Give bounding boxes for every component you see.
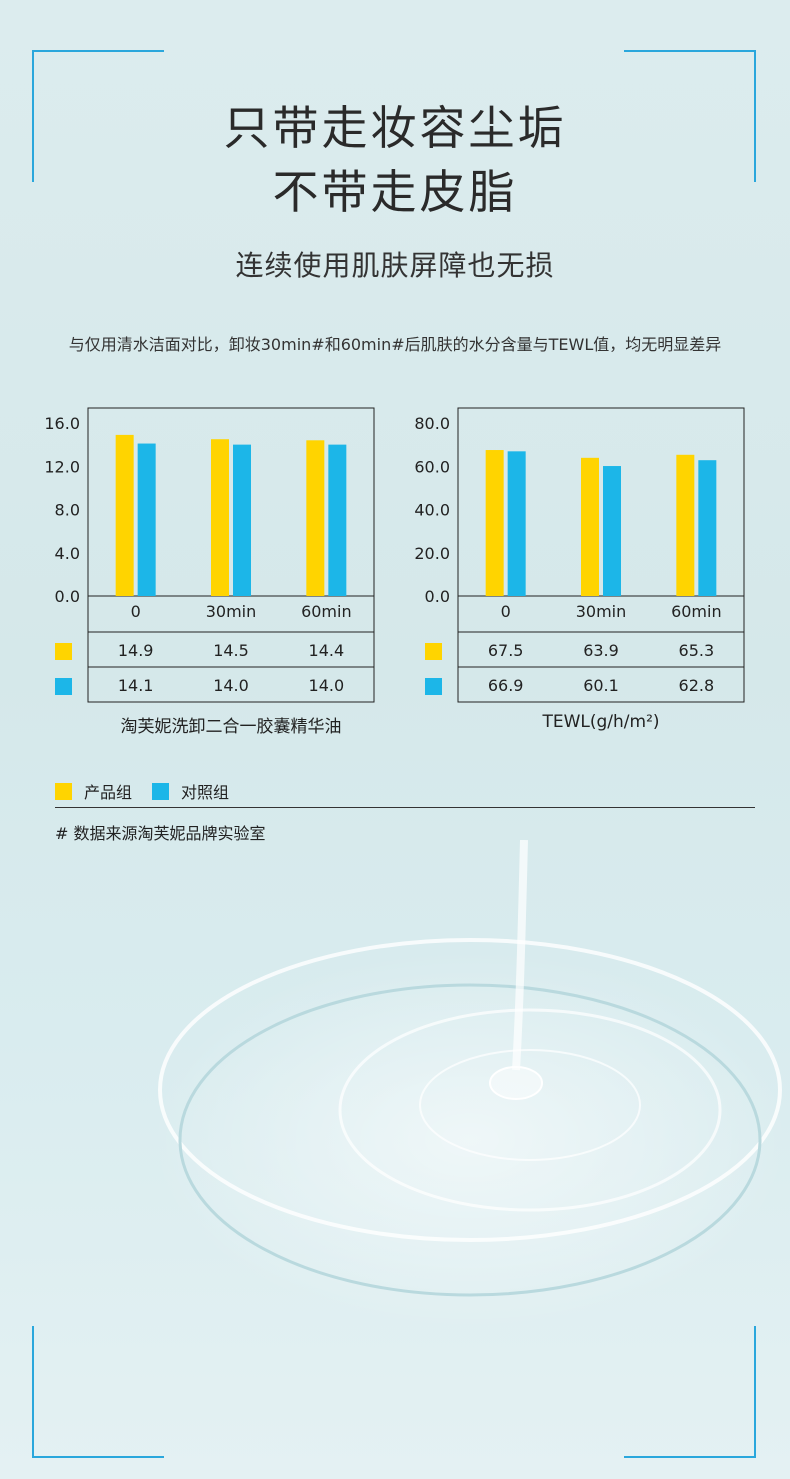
subtitle: 连续使用肌肤屏障也无损 [235, 249, 555, 282]
tewl-x-tick-label: 60min [671, 602, 722, 621]
tewl-table-value-control: 66.9 [488, 676, 524, 695]
legend-label-control: 对照组 [181, 783, 230, 802]
ripple-inner [419, 1049, 641, 1161]
tewl-bar-control [698, 460, 717, 596]
moisture-chart: 0.0 4.0 8.0 12.0 16.0 0 14.9 14.1 30min 14.5 14.0 6… [0, 400, 380, 745]
tewl-chart: 0.0 20.0 40.0 60.0 80.0 0 67.5 66.9 30min 63.9 60.… [395, 400, 775, 745]
oil-drop [489, 1066, 543, 1100]
tewl-bar-control [603, 466, 621, 596]
tewl-row-swatch-control [425, 678, 442, 695]
legend-item-product: 产品组 [55, 779, 132, 803]
moisture-chart-svg: 0.0 4.0 8.0 12.0 16.0 0 14.9 14.1 30min 14.5 14.0 6… [44, 407, 375, 703]
tewl-y-tick-label: 20.0 [414, 544, 450, 563]
moisture-bar-product [306, 440, 325, 596]
moisture-table-value-product: 14.4 [309, 641, 345, 660]
tewl-x-tick-label: 30min [576, 602, 627, 621]
tewl-bar-control [507, 451, 526, 596]
tewl-table-value-control: 60.1 [583, 676, 619, 695]
tewl-table-value-product: 67.5 [488, 641, 524, 660]
tewl-chart-title: TEWL(g/h/m²) [542, 712, 660, 732]
moisture-x-tick-label: 0 [131, 602, 141, 621]
source-footnote: # 数据来源淘芙妮品牌实验室 [55, 824, 266, 843]
tewl-x-tick-label: 0 [501, 602, 511, 621]
tewl-bar-product [581, 457, 599, 596]
moisture-row-swatch-control [55, 678, 72, 695]
tewl-table-value-product: 65.3 [679, 641, 715, 660]
corner-frame-bottom-right [624, 1326, 756, 1458]
oil-stream [512, 840, 528, 1071]
moisture-y-tick-label: 16.0 [44, 414, 80, 433]
moisture-chart-title: 淘芙妮洗卸二合一胶囊精华油 [120, 717, 342, 737]
moisture-bar-product [115, 434, 134, 596]
moisture-table-value-product: 14.5 [213, 641, 249, 660]
tewl-table-value-control: 62.8 [679, 676, 715, 695]
tewl-chart-svg: 0.0 20.0 40.0 60.0 80.0 0 67.5 66.9 30min 63.9 60.… [414, 407, 745, 703]
tewl-bar-product [485, 450, 504, 596]
tewl-table-frame [457, 595, 745, 703]
corner-frame-top-right [624, 50, 756, 182]
ripple-outer [338, 1008, 722, 1212]
tewl-y-tick-label: 80.0 [414, 414, 450, 433]
moisture-y-tick-label: 8.0 [55, 501, 80, 520]
dish-rim-lower [178, 983, 762, 1297]
moisture-bar-control [137, 443, 156, 596]
moisture-bar-control [328, 444, 347, 596]
headline-line-1: 只带走妆容尘垢 [223, 101, 567, 155]
tewl-row-swatch-product [425, 643, 442, 660]
legend-swatch-control [152, 782, 170, 800]
tewl-y-tick-label: 60.0 [414, 457, 450, 476]
description: 与仅用清水洁面对比，卸妆30min#和60min#后肌肤的水分含量与TEWL值，… [68, 335, 722, 354]
legend-item-control: 对照组 [152, 779, 229, 803]
dish-glow [150, 950, 790, 1330]
tewl-bar-product [676, 454, 695, 596]
moisture-row-swatch-product [55, 643, 72, 660]
divider [55, 807, 755, 808]
moisture-table-value-control: 14.0 [213, 676, 249, 695]
legend-label-product: 产品组 [84, 783, 133, 802]
corner-frame-bottom-left [32, 1326, 164, 1458]
dish-rim [158, 938, 782, 1242]
moisture-y-tick-label: 4.0 [55, 544, 80, 563]
headline-line-2: 不带走皮脂 [272, 165, 518, 219]
petri-dish-illustration [150, 840, 790, 1330]
moisture-table-value-control: 14.0 [309, 676, 345, 695]
tewl-y-tick-label: 40.0 [414, 501, 450, 520]
moisture-y-tick-label: 0.0 [55, 587, 80, 606]
legend-swatch-product [55, 782, 72, 800]
moisture-y-tick-label: 12.0 [44, 457, 80, 476]
tewl-y-tick-label: 0.0 [425, 587, 450, 606]
moisture-bar-control [233, 444, 251, 596]
moisture-table-value-product: 14.9 [118, 641, 154, 660]
tewl-table-value-product: 63.9 [583, 641, 619, 660]
moisture-table-value-control: 14.1 [118, 676, 154, 695]
legend: 产品组 对照组 [55, 778, 249, 804]
corner-frame-top-left [32, 50, 164, 182]
moisture-bar-product [211, 439, 229, 596]
moisture-x-tick-label: 60min [301, 602, 352, 621]
moisture-x-tick-label: 30min [206, 602, 257, 621]
moisture-table-frame [87, 595, 375, 703]
